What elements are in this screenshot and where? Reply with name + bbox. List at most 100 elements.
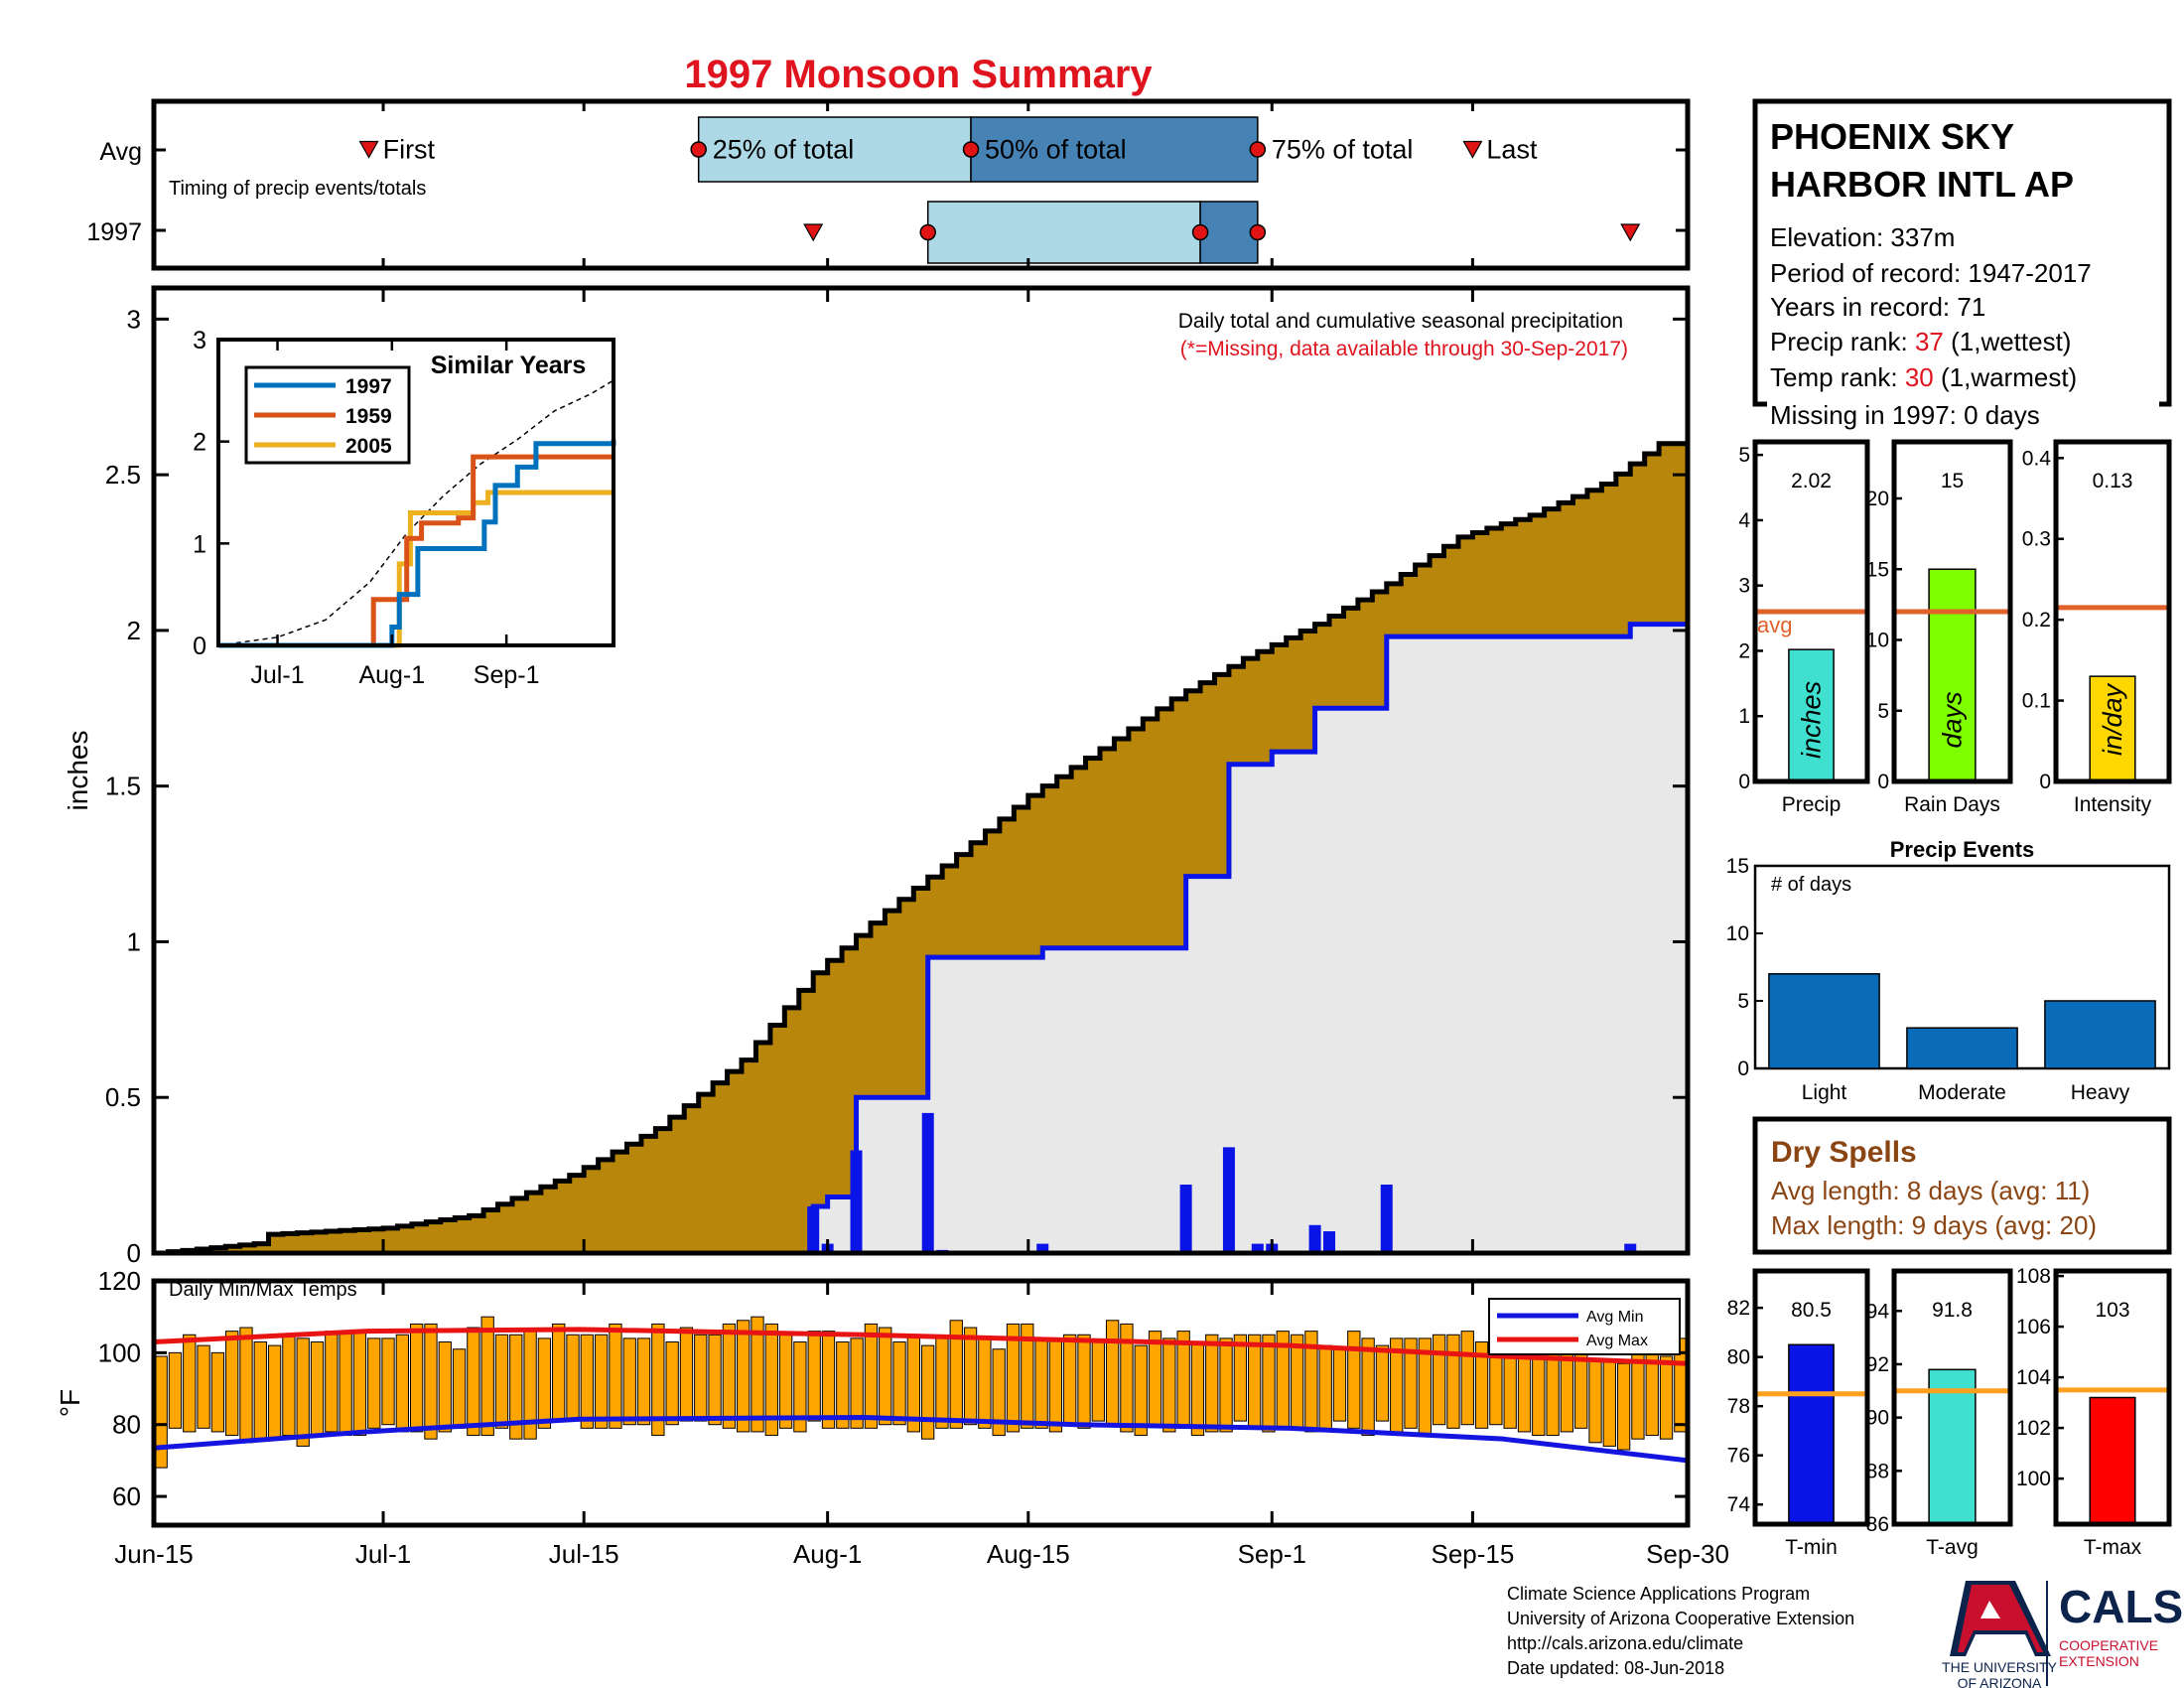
temp-range-bar xyxy=(1148,1331,1162,1426)
footer-credits: Climate Science Applications Program Uni… xyxy=(1507,1584,1854,1678)
summary-panel-y-tick-label: 76 xyxy=(1727,1445,1750,1468)
ua-block-a-icon xyxy=(1950,1581,2051,1656)
temp-range-bar xyxy=(480,1316,494,1437)
events-category-label: Light xyxy=(1802,1081,1847,1104)
main-frame xyxy=(151,285,1691,1256)
events-bar-moderate xyxy=(1906,1027,2018,1069)
temp-range-bar xyxy=(1659,1355,1674,1440)
summary-panel-frame xyxy=(2053,1268,2172,1527)
summary-panel-y-tick-label: 78 xyxy=(1727,1395,1750,1418)
summary-panel-y-tick-label: 88 xyxy=(1866,1460,1889,1482)
avg-min-line xyxy=(153,1414,1689,1464)
x-tick-label: Aug-1 xyxy=(793,1539,862,1569)
main-y-tick-label: 2 xyxy=(127,616,141,645)
summary-panel-unit: inches xyxy=(1797,681,1827,759)
summary-panel-frame xyxy=(1891,1268,2013,1527)
summary-panel-frame xyxy=(1752,1268,1870,1527)
temps-y-axis: 60 80 100 120 xyxy=(98,1266,1688,1511)
temp-range-bar xyxy=(1602,1359,1616,1447)
timing-marks: 25% of total 50% of total 75% of total Firs… xyxy=(152,101,1690,268)
summary-panel-value: 2.02 xyxy=(1791,470,1832,492)
temp-range-bar xyxy=(1077,1334,1091,1429)
cals-logo-line2: EXTENSION xyxy=(2059,1653,2139,1669)
temps-y-tick-label: 60 xyxy=(112,1481,141,1511)
temp-range-bar xyxy=(1347,1331,1361,1429)
inset-y-tick-label: 2 xyxy=(193,429,206,457)
temp-range-bar xyxy=(892,1341,906,1426)
summary-panel-bar xyxy=(2089,675,2136,782)
summary-panel-bar xyxy=(1788,1343,1835,1525)
summary-panel-bar xyxy=(1928,568,1977,782)
events-title: Precip Events xyxy=(1890,837,2035,862)
temp-range-bar xyxy=(438,1341,452,1433)
temp-range-bar xyxy=(253,1341,267,1440)
x-tick-label: Sep-1 xyxy=(1238,1539,1306,1569)
summary-panel-y-tick-label: 0 xyxy=(1738,771,1750,793)
footer-line4: Date updated: 08-Jun-2018 xyxy=(1507,1658,1724,1678)
temp-range-bar xyxy=(708,1334,722,1426)
summary-panel-y-tick-label: 5 xyxy=(1738,444,1750,467)
summary-panel-frame xyxy=(1891,439,2013,784)
main-y-tick-label: 1 xyxy=(127,926,141,956)
inset-legend-label-1997: 1997 xyxy=(345,375,392,398)
station-precip-rank: Precip rank: 37 (1,wettest) xyxy=(1770,327,2071,356)
temp-range-bar xyxy=(1404,1337,1418,1429)
temp-range-bar xyxy=(580,1334,594,1429)
observed-cumulative-line xyxy=(154,622,1688,1256)
summary-panel-y-tick-label: 10 xyxy=(1866,630,1889,652)
summary-panel-y-tick-label: 0 xyxy=(1877,771,1889,793)
temp-range-bar xyxy=(1021,1323,1034,1429)
station-name-line2: HARBOR INTL AP xyxy=(1770,164,2074,205)
temps-frame xyxy=(151,1278,1691,1528)
y1997-last-marker xyxy=(1620,223,1641,242)
observed-cumulative-area xyxy=(154,624,1688,1253)
temp-range-bar xyxy=(850,1337,864,1429)
temp-range-bar xyxy=(1162,1337,1176,1433)
summary-panel-value: 91.8 xyxy=(1932,1299,1973,1322)
summary-panel-y-tick-label: 0.2 xyxy=(2022,609,2051,632)
avg-max-line xyxy=(153,1327,1689,1366)
temp-range-bar xyxy=(992,1348,1006,1437)
temp-range-bar xyxy=(282,1334,296,1437)
summary-panel-value: 103 xyxy=(2095,1299,2129,1322)
station-frame xyxy=(1752,98,2172,407)
summary-panel-y-tick-label: 4 xyxy=(1738,509,1750,532)
summary-panel-value: 0.13 xyxy=(2093,470,2133,492)
temp-range-bar xyxy=(1048,1337,1063,1433)
daily-precip-bar xyxy=(1222,1147,1235,1253)
temp-range-bar xyxy=(921,1344,935,1440)
summary-panel-y-tick-label: 100 xyxy=(2016,1468,2051,1490)
temp-range-bar xyxy=(1134,1344,1148,1437)
x-tick-label: Jun-15 xyxy=(114,1539,194,1569)
temps-y-axis-label: °F xyxy=(55,1389,85,1417)
main-y-axis: 0 0.5 1 1.5 2 2.5 3 xyxy=(105,288,1690,1268)
inset-x-tick-label: Sep-1 xyxy=(474,661,540,689)
ua-logo: THE UNIVERSITY OF ARIZONA xyxy=(1942,1581,2058,1688)
temp-range-bar xyxy=(1446,1334,1460,1429)
summary-panel-y-tick-label: 106 xyxy=(2016,1316,2051,1338)
y1997-first-marker xyxy=(803,223,824,242)
summary-panel-t-avg: 86 88 90 92 94 91.8 T-avg xyxy=(1866,1268,2013,1559)
temp-range-bar xyxy=(1361,1337,1375,1437)
daily-precip-bar xyxy=(1380,1185,1393,1253)
temp-range-bar xyxy=(622,1337,636,1426)
daily-precip-bar xyxy=(1323,1231,1336,1253)
temp-range-bar xyxy=(367,1337,381,1429)
summary-panel-y-tick-label: 102 xyxy=(2016,1417,2051,1440)
temp-range-bar xyxy=(395,1334,410,1433)
events-category-label: Heavy xyxy=(2071,1081,2130,1104)
temp-range-bar xyxy=(1318,1344,1332,1433)
summary-panel-y-tick-label: 108 xyxy=(2016,1265,2051,1288)
summary-panel-intensity: 0 0.1 0.2 0.3 0.4 0.13 Intensity in/day xyxy=(2022,439,2172,816)
avg-q50-label: 50% of total xyxy=(985,135,1127,165)
temp-range-bar xyxy=(836,1341,850,1429)
temp-range-bar xyxy=(197,1344,210,1429)
chart-title: 1997 Monsoon Summary xyxy=(684,53,1153,96)
temp-range-bar xyxy=(310,1341,325,1437)
temp-range-bar xyxy=(665,1341,679,1426)
legend-avg-min-label: Avg Min xyxy=(1586,1309,1644,1326)
summary-panel-y-tick-label: 92 xyxy=(1866,1353,1889,1376)
avg-first-marker xyxy=(358,140,379,159)
temp-range-bar xyxy=(537,1337,552,1429)
summary-panel-y-tick-label: 0 xyxy=(2039,771,2051,793)
